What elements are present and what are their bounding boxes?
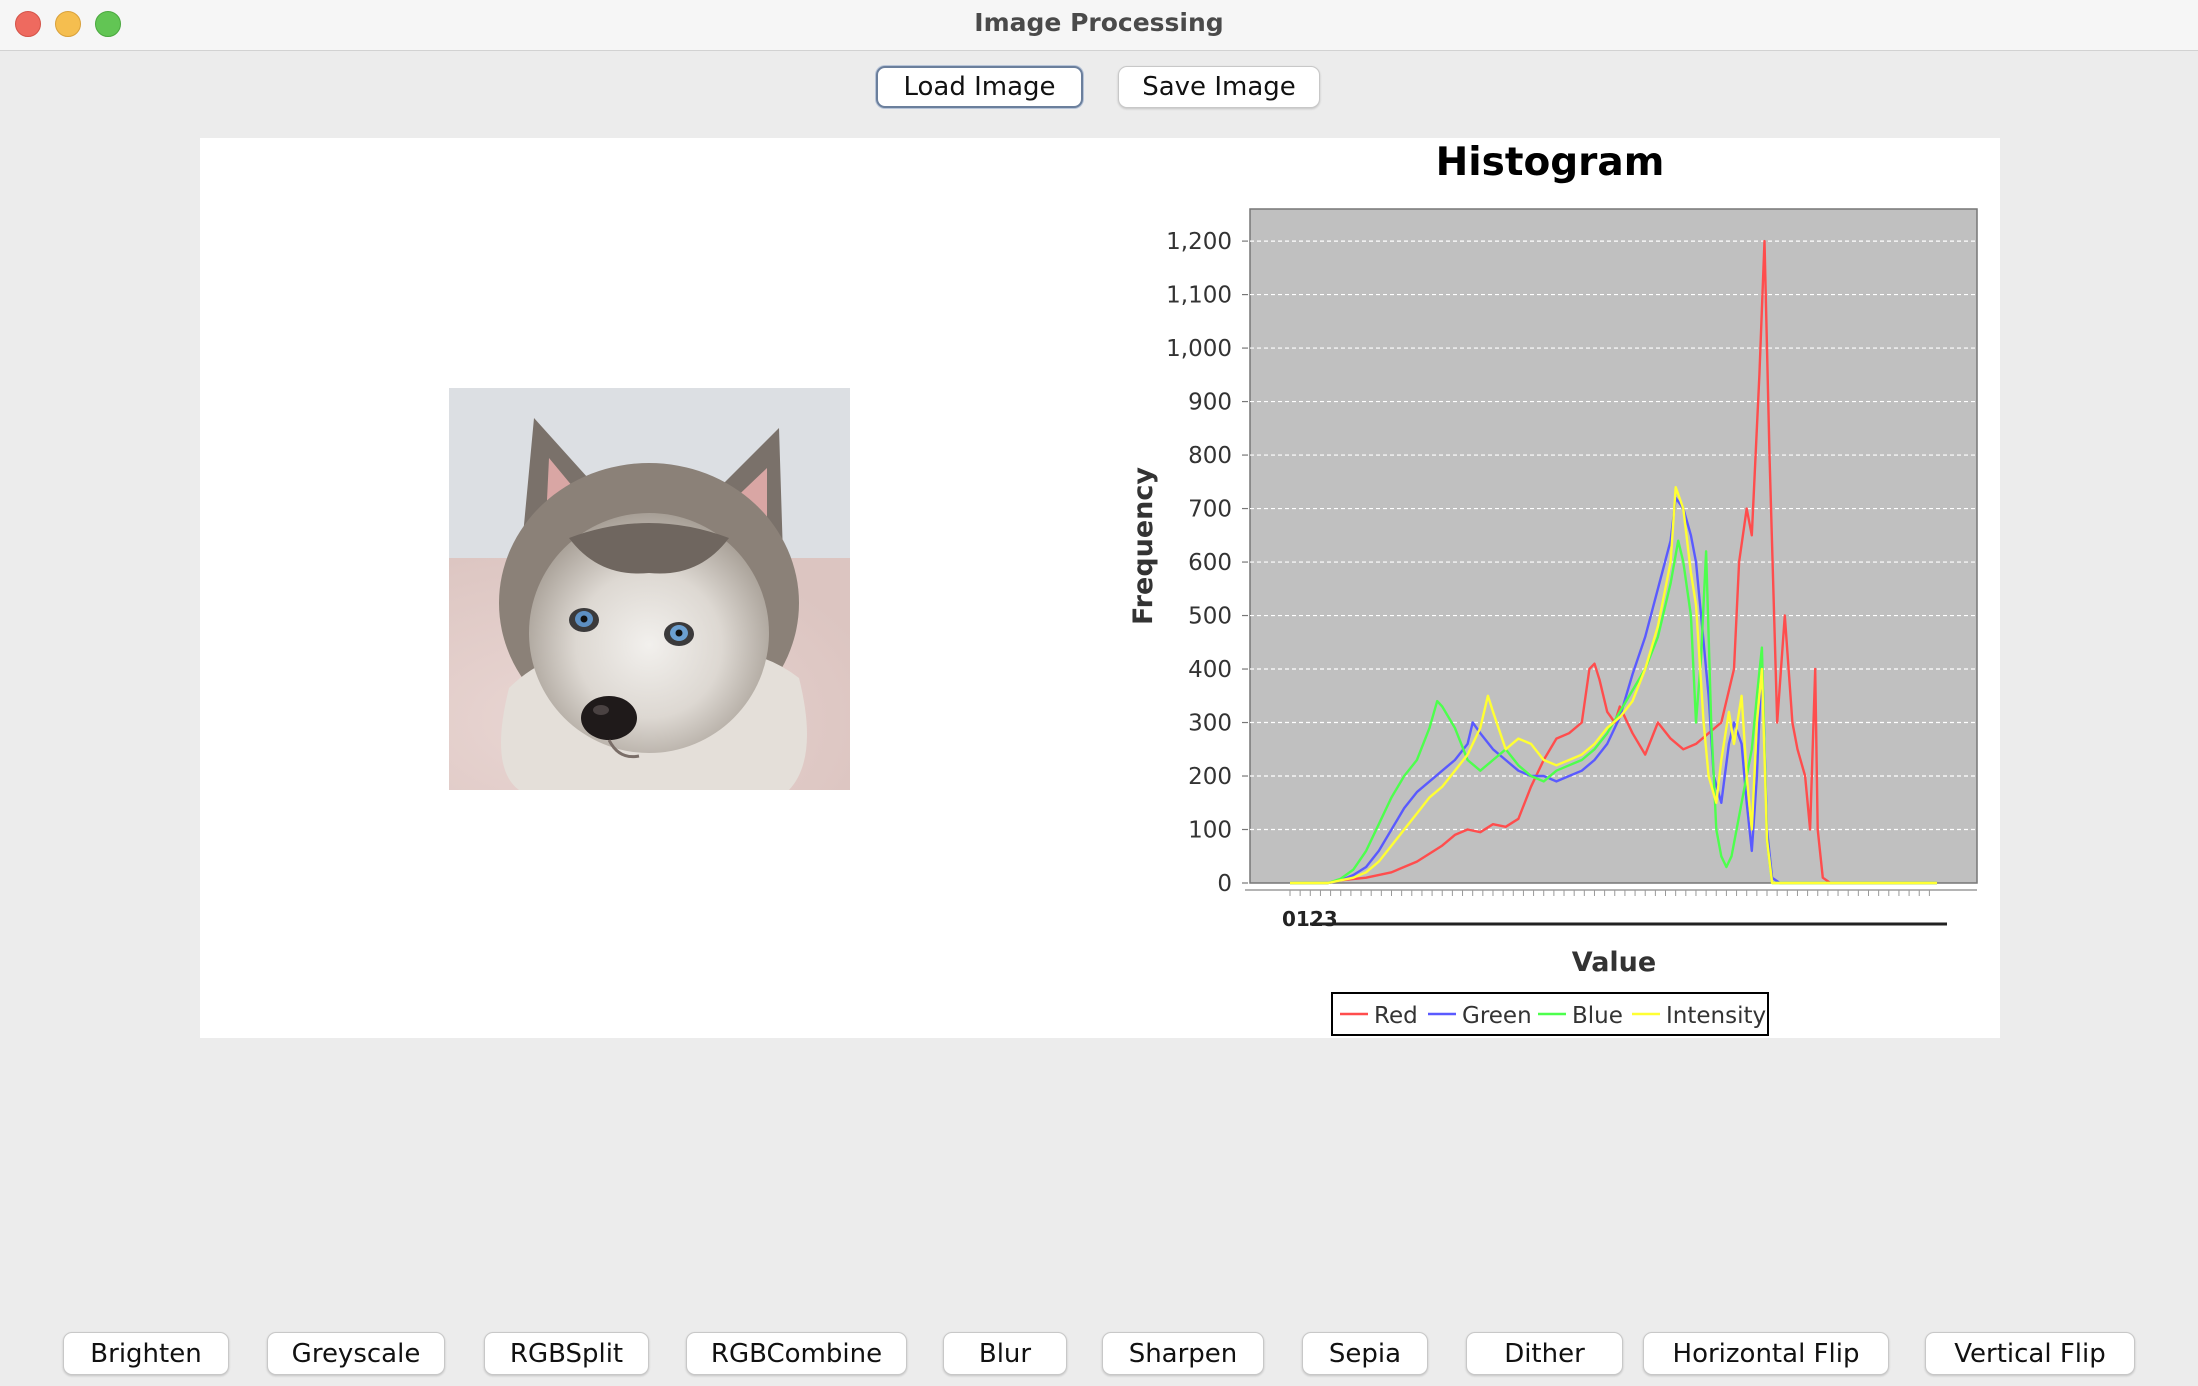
plot-area <box>1249 208 1978 884</box>
y-tick-label: 1,100 <box>1166 283 1232 309</box>
series-line-intensity <box>1290 486 1937 885</box>
y-tick-label: 0 <box>1217 871 1232 897</box>
window-title: Image Processing <box>974 8 1224 37</box>
y-tick-label: 300 <box>1188 711 1232 737</box>
y-tick-label: 700 <box>1188 497 1232 523</box>
y-tick-label: 1,000 <box>1166 336 1232 362</box>
y-tick-label: 200 <box>1188 764 1232 790</box>
legend-label-green: Green <box>1462 1003 1532 1029</box>
legend-label-intensity: Intensity <box>1666 1003 1766 1029</box>
y-tick-label: 500 <box>1188 604 1232 630</box>
operation-button-greyscale[interactable]: Greyscale <box>267 1332 445 1375</box>
y-tick-label: 1,200 <box>1166 229 1232 255</box>
maximize-window-button[interactable] <box>95 11 121 37</box>
x-axis-label: Value <box>1572 947 1656 978</box>
minimize-window-button[interactable] <box>55 11 81 37</box>
y-tick-label: 100 <box>1188 818 1232 844</box>
puppy-photo <box>449 388 850 790</box>
loaded-image-preview <box>449 388 850 790</box>
legend-label-blue: Blue <box>1572 1003 1623 1029</box>
operation-button-horizontal-flip[interactable]: Horizontal Flip <box>1643 1332 1889 1375</box>
chart-title: Histogram <box>1435 140 1665 185</box>
series-line-green <box>1290 496 1937 885</box>
series-line-red <box>1290 239 1937 885</box>
operation-button-blur[interactable]: Blur <box>943 1332 1067 1375</box>
y-tick-label: 900 <box>1188 390 1232 416</box>
y-tick-label: 800 <box>1188 443 1232 469</box>
operation-button-sepia[interactable]: Sepia <box>1302 1332 1428 1375</box>
operation-button-dither[interactable]: Dither <box>1466 1332 1623 1375</box>
save-image-button[interactable]: Save Image <box>1118 66 1320 108</box>
operation-button-sharpen[interactable]: Sharpen <box>1102 1332 1264 1375</box>
operation-button-rgbcombine[interactable]: RGBCombine <box>686 1332 907 1375</box>
title-bar: Image Processing <box>0 0 2198 51</box>
chart-legend: Red Green Blue Intensity <box>1331 992 1769 1036</box>
x-tick-labels-overlapping: 0123 <box>1282 907 1338 931</box>
load-image-button[interactable]: Load Image <box>876 66 1083 108</box>
y-tick-label: 400 <box>1188 657 1232 683</box>
legend-label-red: Red <box>1374 1003 1418 1029</box>
operation-button-rgbsplit[interactable]: RGBSplit <box>484 1332 649 1375</box>
operation-button-brighten[interactable]: Brighten <box>63 1332 229 1375</box>
y-axis-label: Frequency <box>1128 467 1159 625</box>
operation-button-vertical-flip[interactable]: Vertical Flip <box>1925 1332 2135 1375</box>
close-window-button[interactable] <box>15 11 41 37</box>
y-tick-label: 600 <box>1188 550 1232 576</box>
